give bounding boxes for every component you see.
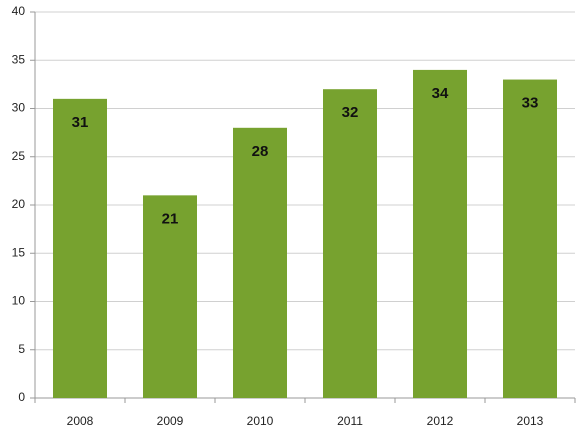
y-tick-label: 20 xyxy=(12,197,26,211)
y-tick-label: 25 xyxy=(12,149,26,163)
x-tick-label: 2011 xyxy=(337,414,363,428)
data-label: 21 xyxy=(162,210,179,227)
data-label: 32 xyxy=(342,104,359,121)
y-tick-label: 30 xyxy=(12,101,26,115)
y-tick-label: 40 xyxy=(12,4,26,18)
bar xyxy=(413,69,467,399)
y-tick-label: 35 xyxy=(12,52,26,66)
bar xyxy=(233,127,287,399)
bar xyxy=(143,195,197,398)
y-tick-label: 5 xyxy=(18,342,25,356)
x-tick-label: 2008 xyxy=(67,414,94,428)
bar xyxy=(503,79,557,399)
data-label: 28 xyxy=(252,143,269,160)
data-label: 33 xyxy=(522,95,539,112)
x-tick-label: 2012 xyxy=(427,414,454,428)
y-tick-label: 10 xyxy=(12,294,26,308)
x-tick-label: 2013 xyxy=(517,414,544,428)
bar xyxy=(323,89,377,398)
data-label: 31 xyxy=(72,114,89,131)
bar xyxy=(53,98,107,398)
x-tick-label: 2010 xyxy=(247,414,274,428)
x-tick-label: 2009 xyxy=(157,414,184,428)
y-tick-label: 0 xyxy=(18,390,25,404)
data-label: 34 xyxy=(432,85,449,102)
y-tick-label: 15 xyxy=(12,245,26,259)
